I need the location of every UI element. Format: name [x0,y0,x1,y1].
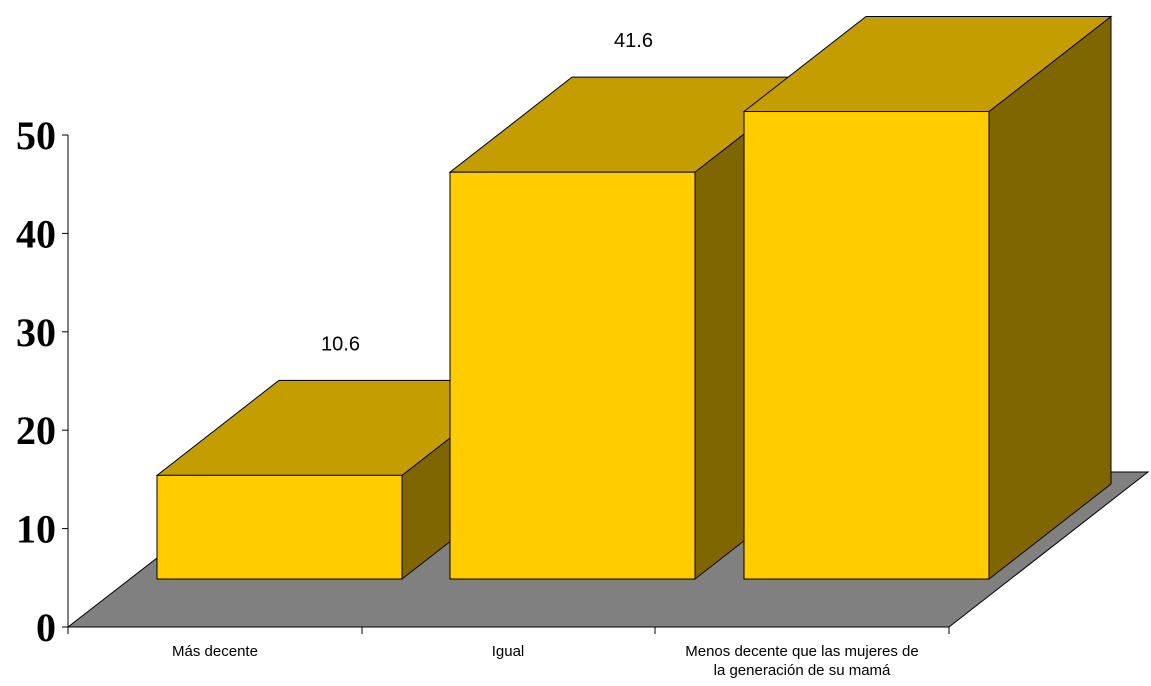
bar-front-face [743,111,990,580]
x-tick-label-line: Más decente [172,643,258,660]
y-tick-label: 10 [16,507,56,552]
x-tick-label-line: Igual [492,643,525,660]
y-tick-label: 20 [16,408,56,453]
data-label: 41.6 [614,30,653,52]
x-tick-label-line: la generación de su mamá [714,662,891,679]
y-tick-label: 50 [16,113,56,158]
x-tick-label-line: Menos decente que las mujeres de [685,643,918,660]
bar-3 [742,15,1113,581]
chart-bars [155,15,1113,581]
bar-front-face [156,474,403,580]
chart-axes: 0 10 20 30 40 50 [16,113,950,650]
bar-1 [155,379,526,581]
y-tick-label: 0 [36,605,56,650]
x-tick-label: Más decente [172,643,258,660]
y-tick-label: 40 [16,211,56,256]
data-label: 10.6 [321,333,360,355]
bar-front-face [449,171,696,580]
y-tick-label: 30 [16,310,56,355]
bar-side-face [988,15,1112,581]
x-tick-label: Igual [492,643,525,660]
x-tick-label: Menos decente que las mujeres de la gener… [685,643,918,679]
